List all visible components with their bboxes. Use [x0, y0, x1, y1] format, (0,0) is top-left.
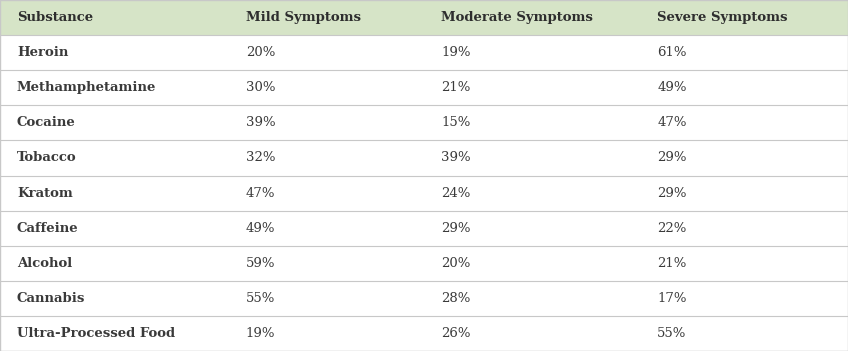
- Text: 61%: 61%: [657, 46, 687, 59]
- Text: 20%: 20%: [246, 46, 276, 59]
- Bar: [0, 176, 848, 211]
- Text: 55%: 55%: [657, 327, 687, 340]
- Text: 22%: 22%: [657, 221, 687, 235]
- Text: 28%: 28%: [441, 292, 471, 305]
- Bar: [0, 281, 848, 316]
- Bar: [0, 211, 848, 246]
- Text: Ultra-Processed Food: Ultra-Processed Food: [17, 327, 175, 340]
- Text: 47%: 47%: [657, 116, 687, 130]
- Text: 49%: 49%: [246, 221, 276, 235]
- Text: 19%: 19%: [441, 46, 471, 59]
- Text: 29%: 29%: [657, 151, 687, 165]
- Text: 21%: 21%: [657, 257, 687, 270]
- Bar: [0, 140, 848, 176]
- Text: Cannabis: Cannabis: [17, 292, 86, 305]
- Text: 47%: 47%: [246, 186, 276, 200]
- Bar: [0, 105, 848, 140]
- Text: 55%: 55%: [246, 292, 276, 305]
- Text: 39%: 39%: [246, 116, 276, 130]
- Text: Heroin: Heroin: [17, 46, 69, 59]
- Text: 17%: 17%: [657, 292, 687, 305]
- Text: 24%: 24%: [441, 186, 471, 200]
- Text: Mild Symptoms: Mild Symptoms: [246, 11, 361, 24]
- Bar: [0, 316, 848, 351]
- Text: Caffeine: Caffeine: [17, 221, 79, 235]
- Text: 39%: 39%: [441, 151, 471, 165]
- Text: Tobacco: Tobacco: [17, 151, 76, 165]
- Text: 26%: 26%: [441, 327, 471, 340]
- Text: 30%: 30%: [246, 81, 276, 94]
- Text: 21%: 21%: [441, 81, 471, 94]
- Bar: [0, 0, 848, 35]
- Bar: [0, 70, 848, 105]
- Text: Alcohol: Alcohol: [17, 257, 72, 270]
- Text: 19%: 19%: [246, 327, 276, 340]
- Text: Cocaine: Cocaine: [17, 116, 75, 130]
- Text: Severe Symptoms: Severe Symptoms: [657, 11, 788, 24]
- Text: 49%: 49%: [657, 81, 687, 94]
- Text: 59%: 59%: [246, 257, 276, 270]
- Text: 29%: 29%: [441, 221, 471, 235]
- Text: 32%: 32%: [246, 151, 276, 165]
- Bar: [0, 35, 848, 70]
- Text: 29%: 29%: [657, 186, 687, 200]
- Text: 15%: 15%: [441, 116, 471, 130]
- Bar: [0, 246, 848, 281]
- Text: 20%: 20%: [441, 257, 471, 270]
- Text: Moderate Symptoms: Moderate Symptoms: [441, 11, 593, 24]
- Text: Substance: Substance: [17, 11, 93, 24]
- Text: Kratom: Kratom: [17, 186, 73, 200]
- Text: Methamphetamine: Methamphetamine: [17, 81, 156, 94]
